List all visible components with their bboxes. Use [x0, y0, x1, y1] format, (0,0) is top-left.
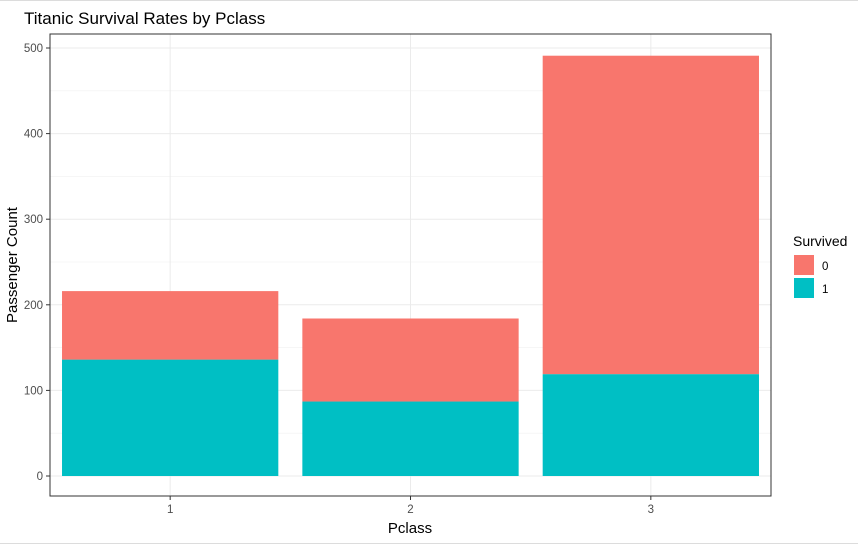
x-tick-label: 2 [407, 504, 413, 516]
legend-label-1: 1 [822, 284, 828, 296]
bar-pclass-2-survived-1 [302, 401, 519, 476]
legend-label-0: 0 [822, 261, 828, 273]
y-tick-label: 300 [24, 214, 43, 226]
legend-key-0 [794, 255, 814, 275]
x-tick-label: 3 [648, 504, 654, 516]
y-axis-title: Passenger Count [4, 206, 21, 323]
bar-pclass-3-survived-1 [542, 374, 759, 476]
y-tick-label: 200 [24, 300, 43, 312]
bar-pclass-1-survived-1 [62, 359, 279, 476]
y-tick-label: 100 [24, 385, 43, 397]
legend-key-1 [794, 278, 814, 298]
x-axis-title: Pclass [388, 520, 432, 537]
y-tick-label: 0 [37, 471, 43, 483]
chart-title: Titanic Survival Rates by Pclass [24, 9, 265, 28]
y-tick-label: 400 [24, 129, 43, 141]
x-axis: 1 2 3 [167, 496, 654, 516]
y-tick-label: 500 [24, 43, 43, 55]
legend: Survived 0 1 [793, 233, 847, 298]
bar-pclass-3-survived-0 [542, 55, 759, 375]
bars [62, 55, 759, 476]
x-tick-label: 1 [167, 504, 173, 516]
bar-pclass-2-survived-0 [302, 318, 519, 402]
bar-pclass-1-survived-0 [62, 291, 279, 360]
legend-title: Survived [793, 233, 847, 249]
y-axis: 0 100 200 300 400 500 [24, 43, 50, 483]
